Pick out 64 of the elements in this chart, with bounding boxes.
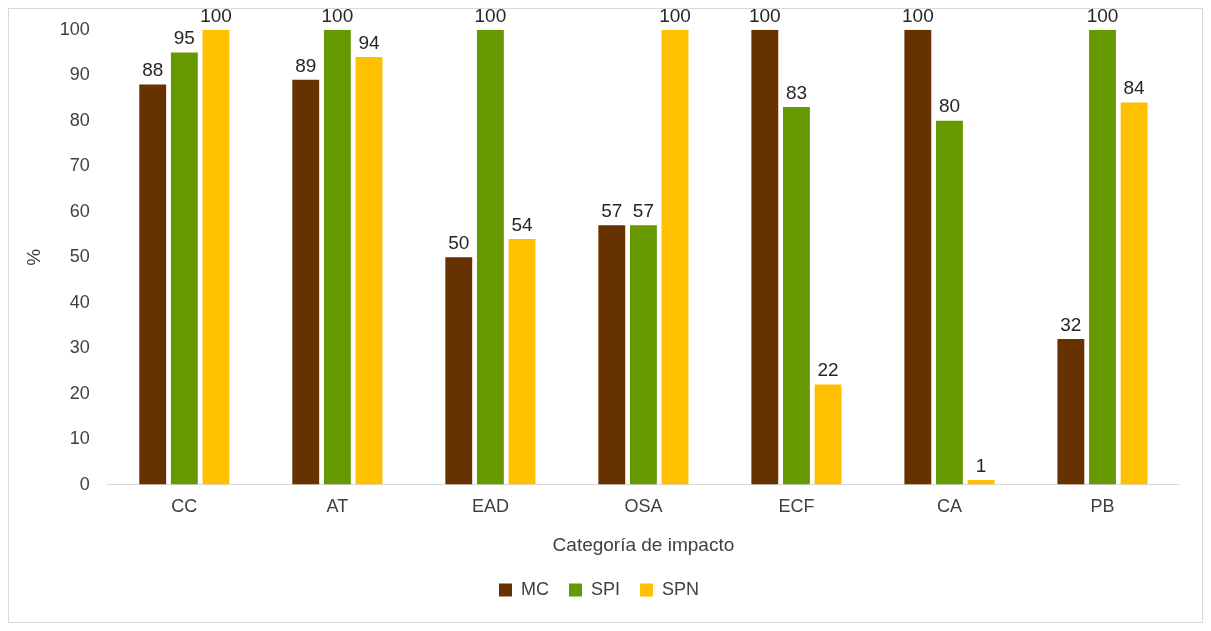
data-label: 32 — [1060, 313, 1082, 335]
bar — [751, 29, 779, 485]
data-label: 88 — [142, 59, 164, 81]
data-label: 84 — [1123, 77, 1146, 99]
y-tick-label: 50 — [69, 246, 90, 267]
data-label: 57 — [632, 200, 654, 222]
y-tick-label: 40 — [69, 291, 90, 312]
bar — [783, 107, 810, 485]
data-label: 100 — [1086, 4, 1119, 26]
data-label: 100 — [748, 4, 781, 26]
bar — [292, 79, 320, 485]
data-label: 94 — [358, 31, 380, 53]
x-tick-label: AT — [326, 496, 349, 517]
x-tick-label: PB — [1090, 496, 1115, 517]
data-label: 89 — [295, 54, 317, 76]
legend-label: SPI — [590, 578, 620, 599]
bar — [661, 29, 689, 485]
data-label: 100 — [200, 4, 232, 26]
bar — [139, 84, 167, 485]
legend-label: SPN — [662, 578, 700, 599]
data-label: 50 — [448, 231, 470, 253]
data-label: 22 — [817, 359, 839, 381]
bar — [323, 29, 351, 485]
bar — [170, 52, 198, 485]
bar — [936, 120, 963, 485]
x-axis-title: Categoría de impacto — [552, 533, 735, 555]
data-label: 57 — [601, 200, 623, 222]
bar — [629, 225, 657, 485]
data-label: 100 — [474, 4, 507, 26]
x-tick-label: ECF — [778, 496, 815, 517]
bar — [445, 257, 473, 485]
y-tick-label: 70 — [69, 155, 90, 176]
x-tick-label: EAD — [471, 496, 509, 517]
bar — [355, 57, 383, 485]
x-tick-label: CC — [171, 496, 198, 517]
data-label: 83 — [785, 81, 808, 103]
y-tick-label: 90 — [69, 64, 90, 85]
x-tick-label: OSA — [624, 496, 663, 517]
data-label: 100 — [659, 4, 691, 26]
y-tick-label: 60 — [69, 200, 90, 221]
bar — [598, 225, 626, 485]
bar — [202, 29, 230, 485]
bar — [904, 29, 932, 485]
bar — [1089, 29, 1116, 485]
data-label: 54 — [511, 213, 534, 235]
bar — [1120, 102, 1148, 485]
y-tick-label: 80 — [69, 109, 90, 130]
legend-label: MC — [520, 578, 549, 599]
bar — [476, 29, 504, 485]
y-tick-label: 100 — [59, 18, 90, 39]
y-tick-label: 20 — [69, 382, 90, 403]
bar — [814, 384, 842, 485]
data-label: 1 — [975, 454, 987, 476]
data-label: 80 — [938, 95, 961, 117]
data-label: 100 — [901, 4, 934, 26]
y-tick-label: 10 — [69, 428, 90, 449]
bar — [1057, 339, 1085, 485]
y-axis-title: % — [22, 248, 44, 266]
y-tick-label: 30 — [69, 337, 90, 358]
bar — [508, 239, 536, 485]
y-tick-label: 0 — [79, 473, 90, 494]
data-label: 100 — [321, 4, 354, 26]
data-label: 95 — [173, 27, 195, 49]
x-tick-label: CA — [936, 496, 962, 517]
